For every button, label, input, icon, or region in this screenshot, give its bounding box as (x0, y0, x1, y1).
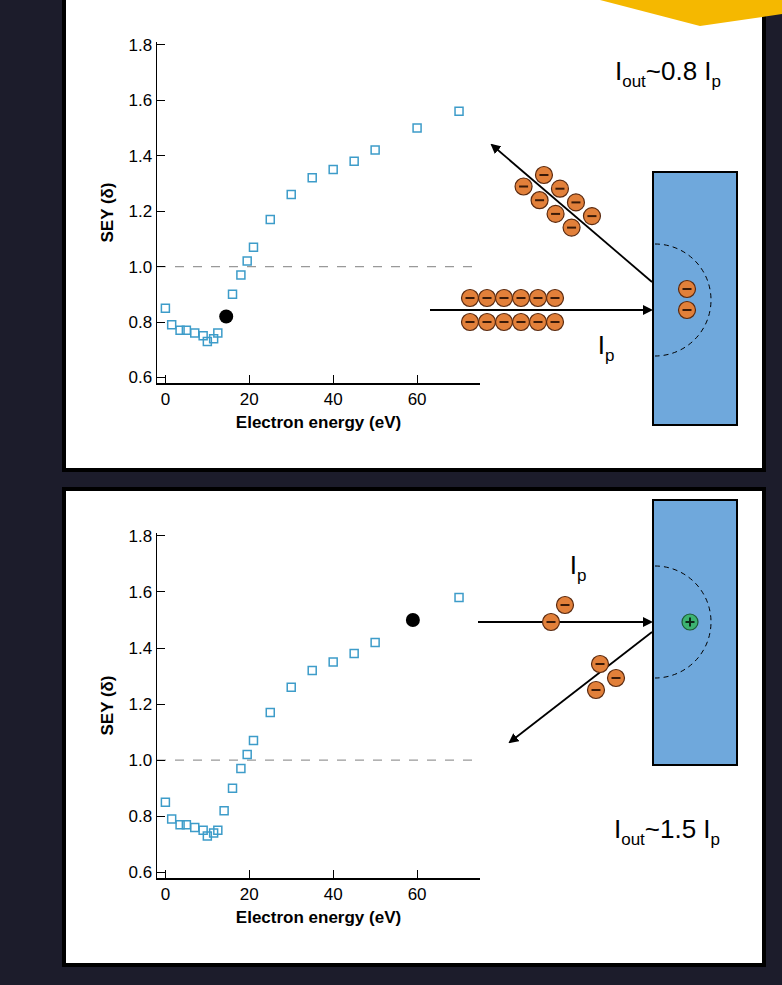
svg-text:0: 0 (161, 885, 170, 904)
svg-text:Iout~0.8 Ip: Iout~0.8 Ip (615, 56, 721, 91)
svg-text:0.6: 0.6 (128, 863, 152, 882)
svg-text:0.8: 0.8 (128, 313, 152, 332)
svg-text:1.6: 1.6 (128, 583, 152, 602)
svg-text:60: 60 (408, 390, 427, 409)
svg-text:1.2: 1.2 (128, 695, 152, 714)
svg-text:Iout~1.5 Ip: Iout~1.5 Ip (614, 814, 720, 849)
svg-text:1.4: 1.4 (128, 639, 152, 658)
svg-text:Ip: Ip (570, 550, 587, 585)
svg-text:1.2: 1.2 (128, 202, 152, 221)
svg-text:1.8: 1.8 (128, 527, 152, 546)
svg-text:0.6: 0.6 (128, 368, 152, 387)
svg-text:1.0: 1.0 (128, 258, 152, 277)
svg-text:40: 40 (324, 390, 343, 409)
svg-text:1.6: 1.6 (128, 91, 152, 110)
svg-text:20: 20 (240, 885, 259, 904)
svg-text:Ip: Ip (598, 330, 615, 365)
svg-text:Electron energy (eV): Electron energy (eV) (236, 413, 401, 432)
svg-text:60: 60 (408, 885, 427, 904)
svg-text:0.8: 0.8 (128, 807, 152, 826)
svg-text:1.0: 1.0 (128, 751, 152, 770)
svg-text:Electron energy (eV): Electron energy (eV) (236, 908, 401, 927)
svg-text:0: 0 (161, 390, 170, 409)
svg-text:1.4: 1.4 (128, 147, 152, 166)
svg-text:SEY (δ): SEY (δ) (98, 675, 117, 735)
svg-text:40: 40 (324, 885, 343, 904)
svg-text:1.8: 1.8 (128, 36, 152, 55)
svg-text:SEY (δ): SEY (δ) (98, 182, 117, 242)
svg-text:20: 20 (240, 390, 259, 409)
